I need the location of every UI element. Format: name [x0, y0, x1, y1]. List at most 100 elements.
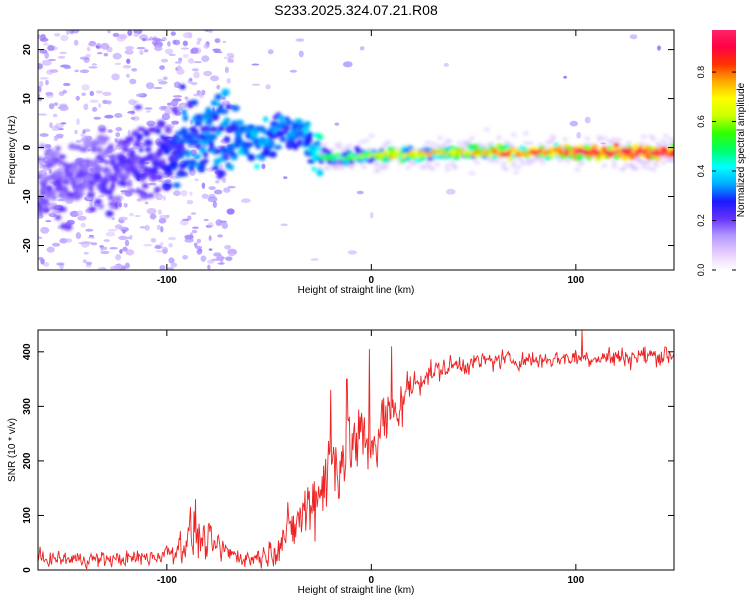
heat-speckle-cell	[216, 84, 221, 90]
heat-speckle-cell	[155, 250, 164, 253]
heat-speckle-cell	[77, 215, 87, 221]
heat-ridge-cell	[93, 157, 100, 165]
heat-speckle-cell	[82, 259, 87, 264]
heat-ridge-halo	[441, 142, 448, 147]
heat-ridge-halo	[338, 165, 345, 170]
heat-ridge-cell	[312, 150, 319, 159]
heat-ridge-halo	[557, 158, 564, 163]
heat-speckle-cell	[136, 93, 144, 97]
heat-ridge-cell	[223, 117, 231, 124]
heat-speckle-cell	[224, 244, 232, 250]
heat-speckle-cell	[39, 77, 49, 80]
y-tick-label: -20	[22, 238, 33, 253]
heat-speckle-cell	[148, 182, 157, 186]
heat-speckle-cell	[215, 219, 223, 226]
heat-speckle-cell	[159, 65, 165, 70]
heat-ridge-cell	[143, 139, 153, 147]
heat-speckle-cell	[576, 131, 582, 139]
heat-ridge-cell	[51, 189, 57, 197]
heat-speckle-cell	[168, 242, 173, 248]
heat-speckle-cell	[161, 113, 171, 121]
heat-ridge-halo	[419, 165, 426, 170]
heat-ridge-cell	[472, 143, 480, 149]
heat-speckle-cell	[129, 212, 134, 217]
heat-ridge-cell	[180, 109, 188, 115]
heat-speckle-cell	[156, 224, 161, 230]
heat-ridge-cell	[617, 153, 624, 158]
heat-speckle-cell	[160, 226, 164, 233]
heat-speckle-cell	[100, 42, 110, 50]
heat-speckle-cell	[251, 83, 261, 86]
heat-ridge-cell	[208, 141, 214, 148]
heat-speckle-cell	[118, 235, 128, 240]
heat-ridge-cell	[80, 163, 90, 172]
heat-ridge-halo	[648, 134, 655, 139]
heat-speckle-cell	[38, 34, 42, 39]
heat-speckle-cell	[657, 45, 661, 51]
heat-ridge-halo	[510, 160, 517, 165]
heat-ridge-cell	[156, 120, 166, 128]
heat-ridge-cell	[173, 182, 181, 189]
heat-speckle-cell	[127, 111, 136, 114]
heat-ridge-cell	[109, 183, 116, 191]
heat-speckle-cell	[83, 57, 90, 63]
y-tick-label: 100	[22, 507, 33, 524]
heat-ridge-cell	[179, 172, 189, 177]
heat-speckle-cell	[208, 186, 216, 191]
heat-speckle-cell	[40, 226, 50, 234]
heat-ridge-cell	[172, 149, 181, 154]
heat-speckle-cell	[52, 242, 61, 247]
heat-ridge-halo	[468, 136, 475, 141]
heat-ridge-cell	[313, 140, 322, 147]
x-tick-label: 0	[369, 575, 375, 586]
heat-ridge-cell	[277, 114, 285, 122]
heat-ridge-halo	[522, 131, 529, 136]
heat-speckle-cell	[129, 78, 137, 85]
heat-speckle-cell	[38, 85, 42, 93]
heat-ridge-cell	[57, 206, 67, 212]
heat-ridge-cell	[99, 157, 106, 163]
heat-ridge-halo	[653, 163, 660, 168]
heat-speckle-cell	[75, 139, 82, 144]
heat-ridge-cell	[283, 129, 289, 135]
heat-ridge-halo	[444, 163, 451, 168]
heat-ridge-halo	[655, 142, 662, 147]
heat-ridge-halo	[373, 160, 380, 165]
heat-speckle-cell	[60, 34, 69, 42]
heat-ridge-halo	[638, 141, 645, 146]
heat-ridge-cell	[179, 84, 186, 90]
heat-speckle-cell	[208, 193, 216, 199]
heat-speckle-cell	[52, 113, 58, 118]
heat-speckle-cell	[75, 232, 82, 240]
heat-ridge-cell	[69, 167, 78, 173]
heat-speckle-cell	[164, 179, 172, 183]
heat-speckle-cell	[173, 39, 181, 46]
heat-speckle-cell	[201, 89, 206, 96]
heat-ridge-halo	[468, 171, 475, 176]
heat-speckle-cell	[102, 91, 112, 96]
heat-speckle-cell	[128, 99, 137, 105]
heat-speckle-cell	[182, 254, 189, 260]
y-tick-label: 0	[22, 144, 33, 150]
spectrogram-x-label: Height of straight line (km)	[298, 285, 415, 296]
heat-ridge-cell	[143, 131, 151, 137]
heat-speckle-cell	[66, 30, 70, 36]
heat-speckle-cell	[48, 103, 55, 110]
heat-speckle-cell	[85, 261, 92, 266]
heat-speckle-cell	[189, 191, 193, 196]
heat-ridge-halo	[660, 139, 667, 144]
heat-ridge-cell	[214, 93, 223, 101]
heat-ridge-cell	[105, 210, 114, 217]
heat-ridge-cell	[315, 146, 323, 151]
heat-speckle-cell	[128, 45, 133, 53]
y-tick-label: 400	[22, 343, 33, 360]
heat-speckle-cell	[221, 222, 228, 229]
heat-ridge-cell	[613, 142, 620, 148]
heat-ridge-cell	[139, 192, 149, 200]
heat-speckle-cell	[91, 63, 98, 66]
heat-ridge-halo	[444, 167, 451, 172]
heat-ridge-cell	[507, 156, 514, 162]
heat-ridge-cell	[195, 143, 202, 150]
heat-speckle-cell	[80, 222, 86, 228]
